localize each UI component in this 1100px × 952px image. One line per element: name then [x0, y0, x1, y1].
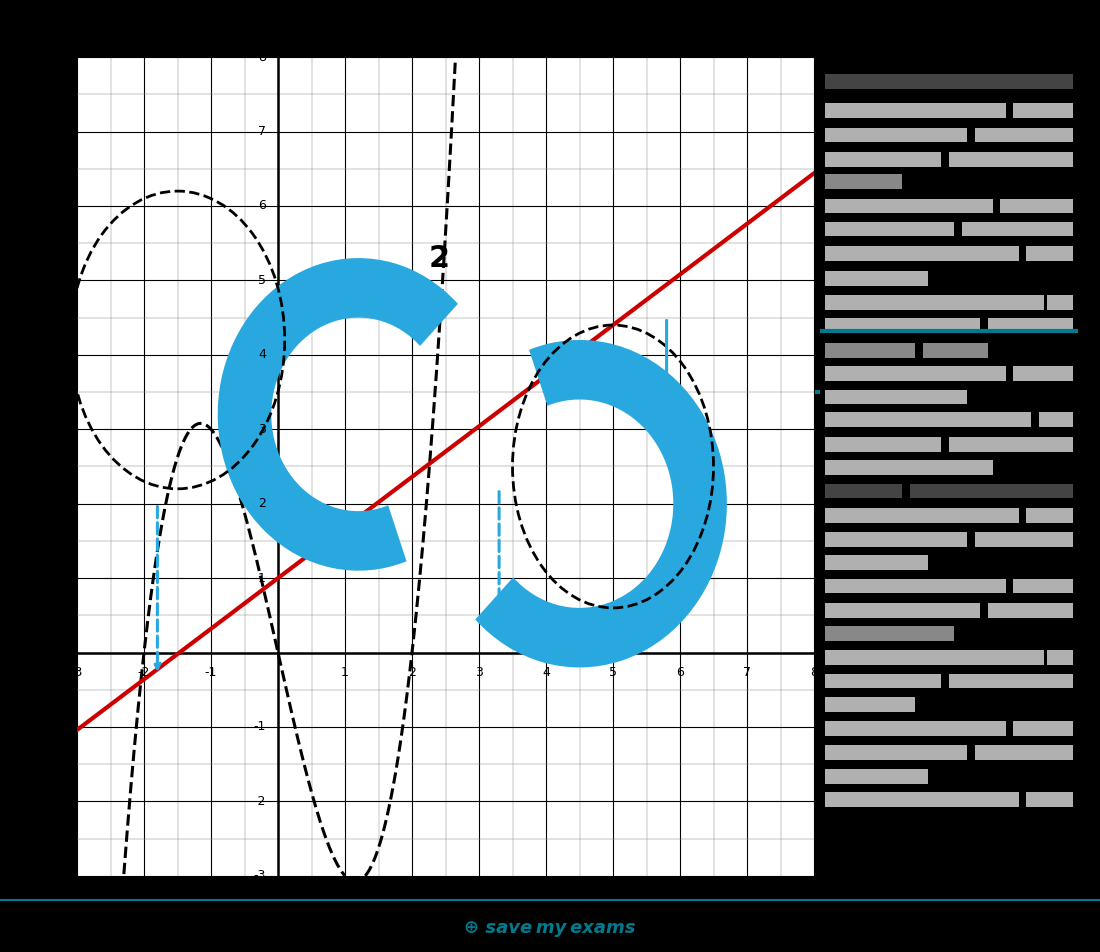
FancyBboxPatch shape	[1026, 792, 1072, 807]
Text: 4: 4	[258, 348, 266, 362]
Text: ⊕ save my exams: ⊕ save my exams	[464, 920, 636, 937]
FancyBboxPatch shape	[1026, 247, 1072, 261]
FancyBboxPatch shape	[825, 270, 928, 286]
Text: 2: 2	[428, 244, 450, 272]
Text: 2: 2	[258, 497, 266, 510]
Text: 8: 8	[257, 50, 266, 64]
Text: 3: 3	[258, 423, 266, 436]
Text: 7: 7	[742, 666, 751, 679]
FancyBboxPatch shape	[825, 295, 1044, 310]
FancyBboxPatch shape	[825, 769, 928, 784]
FancyBboxPatch shape	[825, 460, 992, 475]
FancyBboxPatch shape	[1001, 199, 1072, 213]
FancyBboxPatch shape	[825, 128, 967, 142]
Text: 8: 8	[810, 666, 818, 679]
FancyBboxPatch shape	[825, 721, 1005, 736]
Text: 1: 1	[258, 571, 266, 585]
Wedge shape	[218, 258, 458, 570]
FancyBboxPatch shape	[1013, 103, 1072, 118]
FancyBboxPatch shape	[975, 532, 1072, 546]
FancyBboxPatch shape	[825, 103, 1005, 118]
FancyBboxPatch shape	[975, 128, 1072, 142]
FancyBboxPatch shape	[825, 318, 980, 333]
FancyBboxPatch shape	[825, 555, 928, 569]
FancyBboxPatch shape	[910, 484, 1072, 499]
Text: 6: 6	[258, 200, 266, 212]
FancyBboxPatch shape	[825, 174, 902, 188]
Text: -3: -3	[254, 869, 266, 883]
FancyBboxPatch shape	[1040, 412, 1072, 427]
FancyBboxPatch shape	[825, 744, 967, 760]
Wedge shape	[475, 340, 727, 667]
FancyBboxPatch shape	[825, 508, 1019, 523]
FancyBboxPatch shape	[825, 532, 967, 546]
FancyBboxPatch shape	[988, 604, 1072, 618]
FancyBboxPatch shape	[1047, 295, 1072, 310]
FancyBboxPatch shape	[825, 389, 967, 405]
FancyBboxPatch shape	[1047, 650, 1072, 664]
FancyBboxPatch shape	[825, 579, 1005, 593]
FancyBboxPatch shape	[825, 343, 915, 358]
FancyBboxPatch shape	[825, 792, 1019, 807]
Text: 5: 5	[609, 666, 617, 679]
FancyBboxPatch shape	[825, 484, 902, 499]
FancyBboxPatch shape	[948, 437, 1072, 452]
FancyBboxPatch shape	[825, 366, 1005, 381]
FancyBboxPatch shape	[825, 412, 1032, 427]
FancyBboxPatch shape	[1013, 721, 1072, 736]
FancyBboxPatch shape	[825, 626, 954, 641]
Text: -1: -1	[205, 666, 217, 679]
FancyBboxPatch shape	[961, 222, 1072, 236]
FancyBboxPatch shape	[948, 152, 1072, 167]
FancyBboxPatch shape	[975, 744, 1072, 760]
FancyBboxPatch shape	[825, 698, 915, 712]
FancyBboxPatch shape	[1026, 508, 1072, 523]
FancyBboxPatch shape	[948, 674, 1072, 688]
FancyBboxPatch shape	[825, 604, 980, 618]
FancyBboxPatch shape	[988, 318, 1072, 333]
Text: -3: -3	[70, 666, 84, 679]
FancyBboxPatch shape	[825, 437, 940, 452]
Text: 6: 6	[676, 666, 684, 679]
FancyBboxPatch shape	[825, 152, 940, 167]
FancyBboxPatch shape	[923, 343, 988, 358]
FancyBboxPatch shape	[825, 247, 1019, 261]
Text: 1: 1	[341, 666, 349, 679]
Text: -2: -2	[138, 666, 151, 679]
Text: 4: 4	[542, 666, 550, 679]
FancyBboxPatch shape	[825, 650, 1044, 664]
FancyBboxPatch shape	[825, 74, 1072, 89]
Text: 7: 7	[257, 125, 266, 138]
Text: 5: 5	[257, 274, 266, 287]
FancyBboxPatch shape	[1013, 579, 1072, 593]
FancyBboxPatch shape	[825, 199, 992, 213]
FancyBboxPatch shape	[1013, 366, 1072, 381]
Text: 2: 2	[408, 666, 416, 679]
Text: 3: 3	[475, 666, 483, 679]
FancyBboxPatch shape	[825, 674, 940, 688]
Text: -2: -2	[254, 795, 266, 808]
Text: -1: -1	[254, 721, 266, 733]
FancyBboxPatch shape	[825, 222, 954, 236]
